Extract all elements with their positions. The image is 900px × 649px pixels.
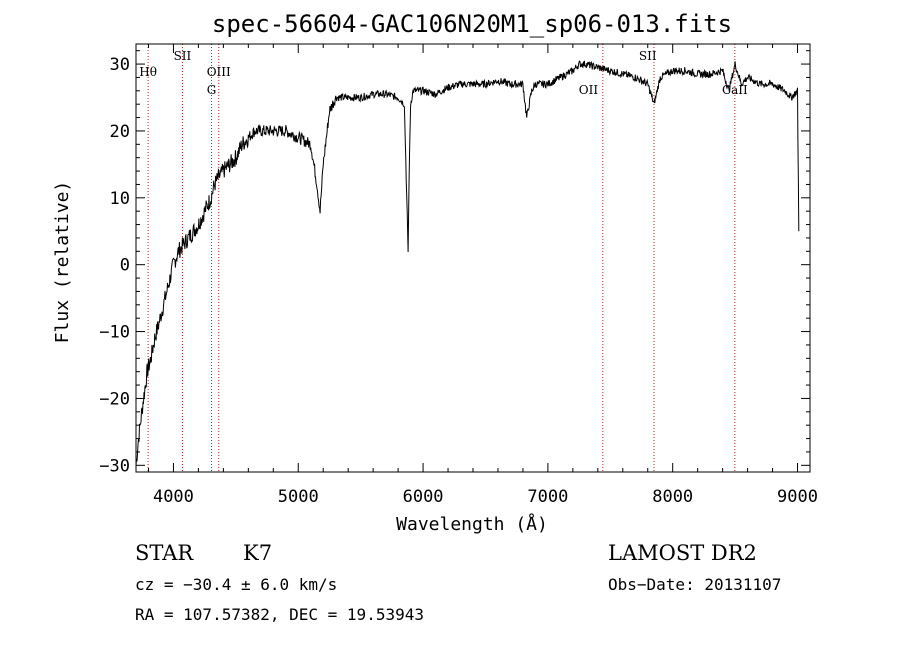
y-tick-label: −30: [99, 456, 130, 476]
y-tick-label: −10: [99, 323, 130, 343]
annotation-group: Hθ SII OIII G OII SII CaII: [139, 49, 748, 97]
y-tick-label: 10: [110, 189, 130, 209]
annotation-label: OII: [579, 83, 599, 97]
survey-name: LAMOST DR2: [608, 541, 757, 565]
y-tick-label: 30: [110, 55, 130, 75]
y-axis: −30 −20 −10 0 10 20 30: [99, 50, 810, 476]
annotation-label: OIII: [207, 65, 231, 79]
annotation-label: G: [207, 83, 217, 97]
x-tick-label: 4000: [153, 487, 194, 507]
x-axis-label: Wavelength (Å): [396, 513, 548, 535]
object-class: STAR: [135, 541, 194, 565]
annotation-label: CaII: [722, 83, 748, 97]
x-tick-label: 9000: [777, 487, 818, 507]
coordinates-text: RA = 107.57382, DEC = 19.53943: [135, 605, 424, 624]
redshift-text: cz = −30.4 ± 6.0 km/s: [135, 575, 337, 594]
x-tick-label: 8000: [652, 487, 693, 507]
obs-date-text: Obs−Date: 20131107: [608, 575, 781, 594]
y-tick-label: −20: [99, 389, 130, 409]
y-axis-label: Flux (relative): [52, 181, 73, 344]
x-tick-label: 6000: [403, 487, 444, 507]
y-tick-label: 20: [110, 122, 130, 142]
object-subclass: K7: [243, 541, 272, 565]
annotation-label: SII: [174, 49, 192, 63]
plot-area: Hθ SII OIII G OII SII CaII 4000 5000 6000 7000 800…: [99, 43, 818, 507]
x-axis: 4000 5000 6000 7000 8000 9000: [147, 44, 818, 507]
x-tick-label: 5000: [278, 487, 319, 507]
line-marker-group: [147, 44, 736, 472]
annotation-label: SII: [639, 49, 657, 63]
x-tick-label: 7000: [527, 487, 568, 507]
spectrum-line: [135, 60, 800, 466]
y-tick-label: 0: [120, 256, 130, 276]
annotation-label: Hθ: [139, 65, 157, 79]
chart-title: spec-56604-GAC106N20M1_sp06-013.fits: [212, 10, 732, 38]
plot-frame: [135, 43, 811, 473]
